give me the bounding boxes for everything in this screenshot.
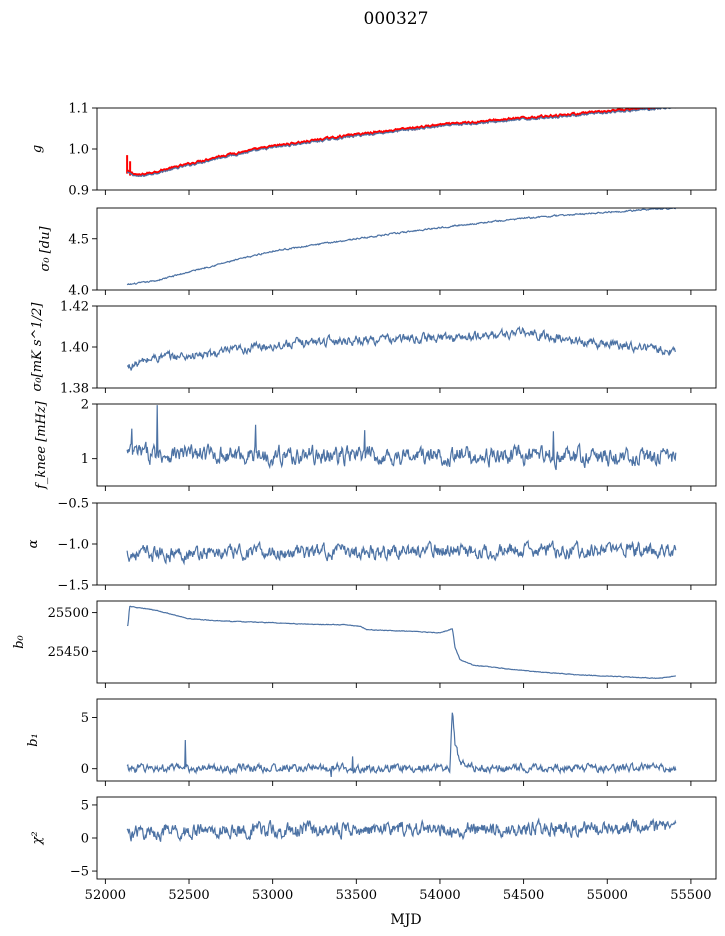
series-line-g-overlay [126,108,676,177]
y-tick-label-sigma0_mk-2: 1.42 [60,300,89,315]
y-tick-label-fknee-1: 2 [81,398,89,413]
y-tick-label-g-2: 1.1 [68,102,89,117]
panel-sigma0_mk: 1.38 1.40 1.42 σ₀[mK s^1/2] [30,300,717,397]
x-axis-label: MJD [390,912,421,928]
panel-frame-sigma0_du [96,207,717,291]
panel-frame-b1 [96,698,717,782]
y-tick-label-sigma0_mk-0: 1.38 [60,382,89,397]
y-tick-label-chi2-0: −5 [70,865,89,880]
series-line-b0 [126,605,676,680]
panels: 0.9 1.0 1.1 g 4.0 4.5 σ₀ [du] 1.38 1.40 1.42 σ₀[mK… [12,102,717,903]
panel-b0: 25450 25500 b₀ [12,600,717,688]
x-tick-label-1: 52500 [168,888,209,903]
y-tick-label-alpha-1: −1.0 [57,538,89,553]
panel-frame-g [96,107,717,191]
y-tick-label-b1-1: 5 [81,711,89,726]
panel-alpha: −1.5 −1.0 −0.5 α [26,497,717,594]
y-tick-label-g-0: 0.9 [68,184,89,199]
y-tick-label-chi2-2: 5 [81,798,89,813]
series-line-chi2 [126,817,677,843]
panel-frame-fknee [96,403,717,487]
series-line-sigma0_du [126,208,676,286]
series-line-fknee [126,405,677,471]
x-tick-label-4: 54000 [419,888,460,903]
panel-frame-chi2 [96,796,717,880]
y-axis-label-alpha: α [26,539,41,548]
y-tick-label-alpha-2: −0.5 [57,497,89,512]
y-tick-label-chi2-1: 0 [81,832,89,847]
y-tick-label-b0-1: 25500 [48,606,89,621]
panel-fknee: 1 2 f_knee [mHz] [34,398,717,491]
y-axis-label-fknee: f_knee [mHz] [34,400,49,490]
x-tick-label-7: 55500 [670,888,711,903]
y-tick-label-fknee-0: 1 [81,452,89,467]
series-line-sigma0_mk [127,325,676,371]
y-tick-label-b1-0: 0 [81,762,89,777]
y-axis-label-sigma0_mk: σ₀[mK s^1/2] [30,302,45,392]
x-tick-label-3: 53500 [336,888,377,903]
figure-title: 000327 [364,9,429,29]
y-tick-label-alpha-0: −1.5 [57,579,89,594]
y-axis-label-b1: b₁ [26,733,41,747]
y-tick-label-sigma0_mk-1: 1.40 [60,341,89,356]
panel-frame-alpha [96,502,717,586]
x-tick-label-0: 52000 [85,888,126,903]
y-tick-label-sigma0_du-0: 4.0 [68,284,89,299]
y-axis-label-sigma0_du: σ₀ [du] [38,226,53,272]
x-tick-label-6: 55000 [587,888,628,903]
series-line-b1 [126,712,677,777]
y-tick-label-g-1: 1.0 [68,143,89,158]
y-tick-label-sigma0_du-1: 4.5 [68,232,89,247]
x-tick-label-2: 53000 [252,888,293,903]
panel-frame-b0 [96,600,717,684]
y-axis-label-b0: b₀ [12,634,27,648]
y-axis-label-chi2: χ² [30,831,45,845]
y-axis-label-g: g [30,145,45,153]
y-tick-label-b0-0: 25450 [48,645,89,660]
panel-g: 0.9 1.0 1.1 g [30,102,717,199]
panel-sigma0_du: 4.0 4.5 σ₀ [du] [38,207,717,299]
series-line-g [126,108,676,178]
panel-b1: 0 5 b₁ [26,698,717,786]
series-line-alpha [126,539,677,566]
panel-chi2: −5 0 5 52000 52500 53000 53500 54000 54500 55000 5… [30,796,717,903]
x-tick-label-5: 54500 [503,888,544,903]
